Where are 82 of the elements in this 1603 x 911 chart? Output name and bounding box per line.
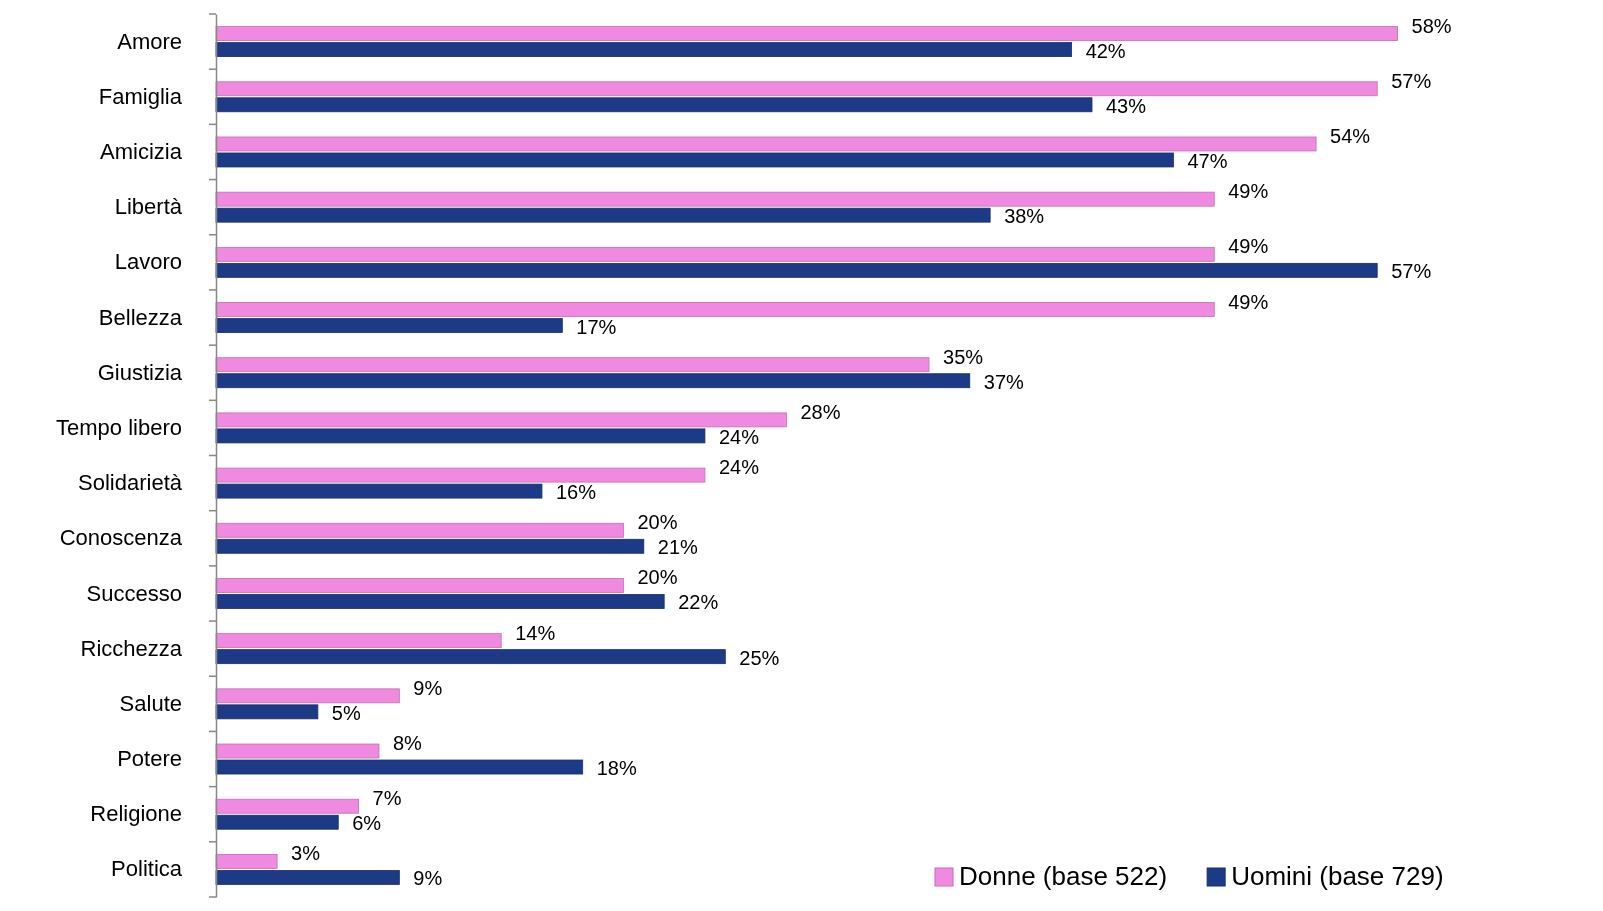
data-label: 5% — [331, 701, 361, 724]
bar — [215, 814, 339, 830]
bar — [215, 302, 1215, 317]
data-label: 43% — [1106, 94, 1147, 117]
data-label: 20% — [637, 566, 678, 589]
bar — [215, 191, 1215, 207]
bar — [215, 26, 1398, 41]
bar — [215, 522, 624, 538]
y-tick-label: Amicizia — [100, 139, 183, 165]
bar — [215, 483, 543, 499]
data-label: 18% — [596, 757, 637, 780]
data-label: 49% — [1228, 235, 1269, 258]
data-label: 3% — [291, 842, 321, 865]
y-tick-label: Lavoro — [114, 249, 182, 275]
data-label: 38% — [1004, 205, 1045, 228]
data-label: 6% — [352, 812, 382, 835]
data-label: 14% — [515, 621, 556, 644]
data-label: 54% — [1330, 124, 1371, 147]
data-label: 9% — [413, 867, 443, 890]
y-tick-label: Bellezza — [98, 304, 183, 330]
bar — [215, 578, 624, 593]
data-label: 25% — [739, 646, 780, 669]
data-label: 57% — [1391, 260, 1432, 283]
bar — [215, 428, 706, 444]
y-tick-label: Amore — [117, 28, 182, 54]
bar — [215, 81, 1378, 97]
legend-label: Uomini (base 729) — [1231, 861, 1444, 891]
y-tick-label: Libertà — [114, 194, 183, 220]
bar — [215, 136, 1317, 152]
bar — [215, 357, 930, 373]
data-label: 9% — [413, 676, 443, 699]
bar — [215, 42, 1073, 57]
data-label: 20% — [637, 511, 678, 534]
data-label: 28% — [800, 400, 841, 423]
bar — [215, 594, 665, 609]
y-tick-label: Famiglia — [98, 83, 183, 109]
y-tick-label: Tempo libero — [56, 414, 182, 440]
data-label: 49% — [1228, 180, 1269, 203]
data-label: 8% — [392, 732, 423, 755]
bar — [215, 246, 1215, 262]
y-tick-label: Religione — [90, 801, 182, 827]
bar — [215, 743, 380, 759]
data-label: 21% — [657, 536, 699, 559]
legend-label: Donne (base 522) — [959, 861, 1168, 891]
bar — [215, 97, 1093, 113]
data-label: 24% — [718, 456, 760, 479]
bar — [215, 467, 706, 483]
data-label: 37% — [983, 370, 1025, 393]
data-label: 35% — [943, 345, 984, 368]
bar — [215, 207, 991, 223]
data-label: 58% — [1411, 14, 1452, 37]
bar — [215, 870, 400, 885]
bar — [215, 412, 787, 428]
data-label: 22% — [678, 591, 719, 614]
bar — [215, 152, 1174, 168]
y-tick-label: Giustizia — [97, 359, 183, 385]
bar — [215, 262, 1378, 278]
y-tick-label: Solidarietà — [78, 470, 183, 496]
data-label: 17% — [576, 315, 617, 338]
y-tick-label: Politica — [111, 856, 183, 882]
data-label: 7% — [372, 787, 402, 810]
data-label: 42% — [1085, 39, 1126, 62]
y-tick-label: Salute — [119, 690, 182, 716]
data-label: 49% — [1228, 290, 1269, 313]
bar — [215, 704, 319, 720]
bar — [215, 688, 400, 704]
data-label: 57% — [1391, 69, 1432, 92]
y-tick-label: Successo — [86, 580, 182, 606]
y-tick-label: Conoscenza — [59, 525, 183, 551]
bar — [215, 649, 726, 665]
y-tick-label: Potere — [117, 746, 182, 772]
bar — [215, 854, 278, 869]
data-label: 16% — [555, 481, 597, 504]
y-tick-label: Ricchezza — [80, 635, 183, 661]
bar — [215, 759, 584, 775]
bar — [215, 633, 502, 649]
data-label: 24% — [718, 425, 760, 448]
bar — [215, 798, 359, 814]
bar — [215, 538, 645, 554]
bar — [215, 318, 563, 333]
data-label: 47% — [1187, 149, 1228, 172]
bar — [215, 373, 971, 389]
